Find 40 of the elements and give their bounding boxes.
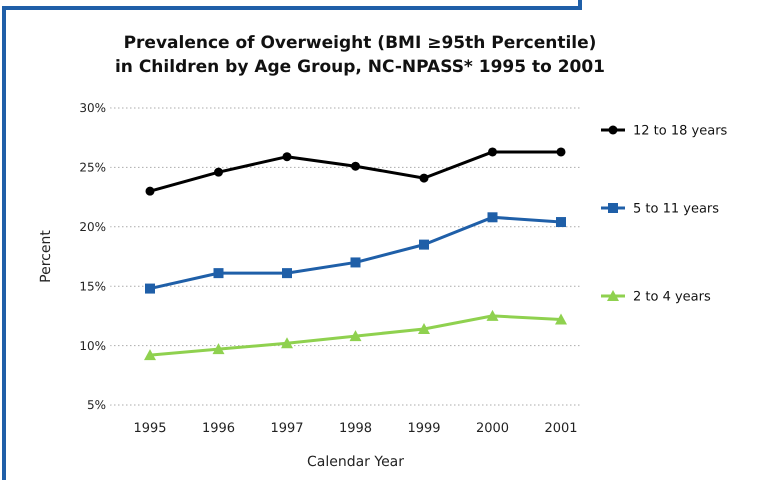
point [214,268,224,278]
x-tick-label: 1995 [133,421,167,436]
x-tick-label: 1996 [202,421,236,436]
point [350,257,360,268]
chart-title: Prevalence of Overweight (BMI ≥95th Percentile) in Children by Age Group, NC-NPASS* 1995 to 2001 [114,33,606,77]
point [488,147,497,156]
point [282,268,292,278]
point [146,186,154,196]
point [144,349,156,360]
point [145,284,155,294]
point [214,168,223,177]
x-tick-label: 1998 [338,421,372,436]
point [556,147,566,156]
legend-label: 12 to 18 years [633,124,728,139]
y-tick-label: 10% [79,338,106,353]
y-tick-label: 15% [79,279,106,294]
legend-label: 5 to 11 years [633,202,720,217]
y-axis-title: Percent [38,230,54,283]
y-tick-label: 5% [86,398,106,412]
point [350,330,362,342]
y-tick-label: 25% [79,160,106,175]
point [281,337,293,348]
x-axis-title: Calendar Year [306,454,404,470]
y-tick-label: 30% [79,101,106,116]
x-tick-label: 1999 [407,421,441,436]
point [486,310,498,321]
legend-label: 2 to 4 years [633,290,711,305]
point [420,174,428,183]
y-tick-label: 20% [79,220,106,234]
x-tick-label: 2000 [476,421,510,436]
point [555,313,567,324]
x-tick-label: 1997 [270,421,304,436]
point [212,343,224,354]
point [419,240,429,250]
point [556,217,566,228]
point [282,152,292,162]
point [418,322,430,334]
x-tick-label: 2001 [544,421,578,436]
point [488,212,498,222]
point [351,162,360,171]
